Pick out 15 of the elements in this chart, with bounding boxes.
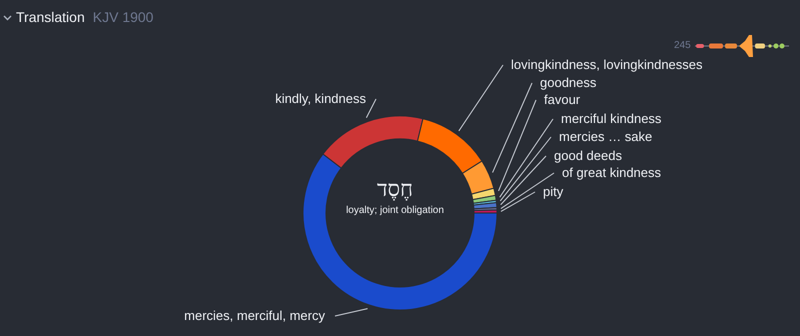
slice-label: goodness	[540, 75, 597, 90]
slice-label: mercies, merciful, mercy	[184, 308, 326, 323]
text: חֶסֶד	[376, 176, 414, 202]
slice-label: pity	[543, 184, 564, 199]
slice-label: of great kindness	[562, 165, 662, 180]
text: Translation	[16, 9, 85, 25]
text: loyalty; joint obligation	[345, 205, 445, 216]
chart-subtitle: KJV 1900	[92, 9, 154, 25]
slice-label: favour	[544, 92, 581, 107]
slice-label: mercies … sake	[559, 129, 652, 144]
slice-label: kindly, kindness	[275, 91, 366, 106]
slice-label: good deeds	[554, 148, 622, 163]
slice-label: lovingkindness, lovingkindnesses	[511, 57, 703, 72]
slice-label: merciful kindness	[561, 111, 662, 126]
text: 245	[674, 40, 691, 51]
